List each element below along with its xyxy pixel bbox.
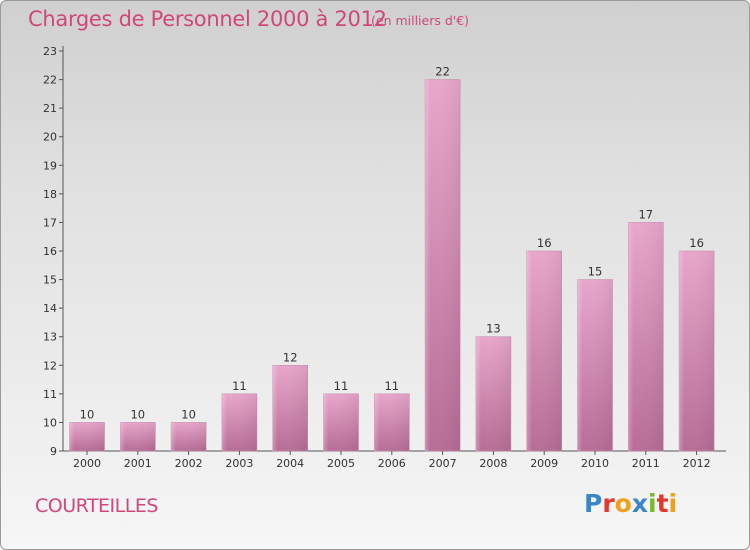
proxiti-logo: Proxiti [584,489,677,518]
bar-value-label: 11 [334,379,349,393]
y-tick-label: 18 [43,188,57,201]
y-tick-label: 13 [43,331,57,344]
x-tick-label: 2012 [683,457,711,470]
bar-value-label: 16 [689,236,704,250]
bar-value-label: 11 [232,379,247,393]
logo-letter: r [602,489,615,518]
y-tick: 9 [50,445,63,458]
bar-shading [171,422,207,451]
bar-value-label: 10 [130,407,145,421]
x-tick-label: 2011 [632,457,660,470]
x-tick-label: 2003 [225,457,253,470]
y-tick: 11 [43,388,63,401]
y-tick: 12 [43,359,63,372]
bar-shading [272,365,308,451]
bar-shading [323,393,359,451]
y-tick: 14 [43,302,63,315]
x-tick-label: 2008 [479,457,507,470]
y-tick-label: 14 [43,302,57,315]
x-tick-label: 2002 [175,457,203,470]
bar-value-label: 12 [283,350,298,364]
y-tick: 15 [43,274,63,287]
y-tick-label: 17 [43,216,57,229]
bar-shading [628,222,664,451]
chart-title: Charges de Personnel 2000 à 2012 [28,7,387,31]
bar-value-label: 17 [638,207,653,221]
y-tick-label: 11 [43,388,57,401]
x-tick-label: 2005 [327,457,355,470]
bar-shading [69,422,105,451]
y-tick: 23 [43,45,63,58]
bar-shading [577,279,613,451]
bar-shading [475,336,511,451]
bar-value-label: 10 [80,407,95,421]
y-tick: 22 [43,74,63,87]
bar-value-label: 11 [384,379,399,393]
bar-shading [679,251,715,451]
logo-letter: o [614,489,632,518]
bar-shading [374,393,410,451]
bar-shading [425,79,461,452]
bar-value-label: 13 [486,322,501,336]
x-tick-label: 2010 [581,457,609,470]
bar-value-label: 22 [435,65,450,79]
logo-letter: P [584,489,603,518]
x-tick-label: 2007 [429,457,457,470]
logo-letter: x [631,489,648,518]
y-tick: 17 [43,216,63,229]
bar-shading [526,251,562,451]
x-tick-label: 2006 [378,457,406,470]
x-tick-label: 2004 [276,457,304,470]
y-tick: 16 [43,245,63,258]
y-tick-label: 21 [43,102,57,115]
y-tick-label: 10 [43,416,57,429]
x-tick-label: 2001 [124,457,152,470]
y-tick-label: 22 [43,74,57,87]
y-tick-label: 23 [43,45,57,58]
y-tick-label: 15 [43,274,57,287]
logo-letter: i [668,489,678,518]
y-tick-label: 16 [43,245,57,258]
y-tick-label: 9 [50,445,57,458]
x-tick-label: 2009 [530,457,558,470]
y-tick: 18 [43,188,63,201]
bar-value-label: 15 [588,265,603,279]
bar-shading [221,393,257,451]
y-tick-label: 19 [43,159,57,172]
bar-shading [120,422,156,451]
y-tick: 19 [43,159,63,172]
y-tick: 21 [43,102,63,115]
y-tick: 20 [43,131,63,144]
y-tick: 10 [43,416,63,429]
y-tick-label: 20 [43,131,57,144]
chart-subtitle: (en milliers d'€) [371,13,470,28]
logo-letter: t [656,489,669,518]
x-tick-label: 2000 [73,457,101,470]
logo-letter: i [648,489,657,518]
y-tick-label: 12 [43,359,57,372]
y-tick: 13 [43,331,63,344]
commune-name: COURTEILLES [35,495,158,517]
bar-value-label: 10 [181,407,196,421]
bar-value-label: 16 [537,236,552,250]
